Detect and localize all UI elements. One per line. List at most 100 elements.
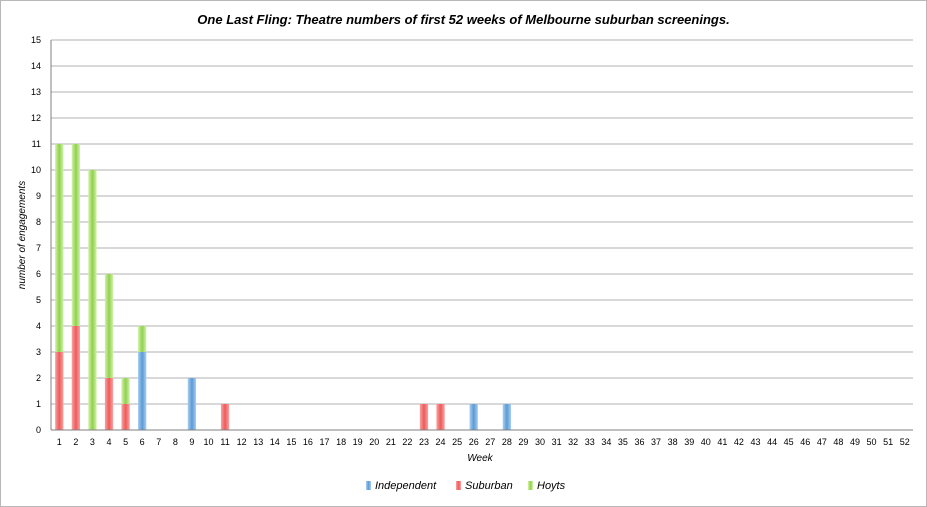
x-tick-label: 50 bbox=[867, 437, 877, 447]
x-tick-label: 2 bbox=[73, 437, 78, 447]
y-tick-label: 1 bbox=[36, 399, 41, 409]
y-tick-label: 9 bbox=[36, 191, 41, 201]
x-tick-label: 39 bbox=[684, 437, 694, 447]
y-tick-label: 4 bbox=[36, 321, 41, 331]
y-tick-label: 8 bbox=[36, 217, 41, 227]
x-tick-label: 18 bbox=[336, 437, 346, 447]
x-tick-label: 3 bbox=[90, 437, 95, 447]
legend-label: Independent bbox=[375, 480, 437, 492]
x-tick-label: 46 bbox=[800, 437, 810, 447]
x-tick-label: 14 bbox=[270, 437, 280, 447]
x-tick-label: 45 bbox=[784, 437, 794, 447]
legend: Independent Suburban Hoyts bbox=[366, 480, 566, 492]
x-tick-label: 6 bbox=[140, 437, 145, 447]
x-tick-label: 27 bbox=[485, 437, 495, 447]
bar-suburban-week-23 bbox=[419, 404, 429, 430]
bar-independent-week-28 bbox=[502, 404, 512, 430]
x-tick-label: 33 bbox=[585, 437, 595, 447]
bar-independent-week-9 bbox=[187, 378, 197, 430]
x-tick-label: 47 bbox=[817, 437, 827, 447]
y-tick-label: 12 bbox=[31, 113, 41, 123]
x-tick-label: 25 bbox=[452, 437, 462, 447]
x-tick-label: 5 bbox=[123, 437, 128, 447]
x-axis-label: Week bbox=[467, 453, 493, 464]
x-tick-label: 41 bbox=[717, 437, 727, 447]
x-tick-label: 44 bbox=[767, 437, 777, 447]
x-tick-label: 21 bbox=[386, 437, 396, 447]
x-tick-label: 20 bbox=[369, 437, 379, 447]
x-tick-label: 15 bbox=[286, 437, 296, 447]
bar-hoyts-week-4 bbox=[104, 274, 114, 378]
x-tick-label: 8 bbox=[173, 437, 178, 447]
bar-suburban-week-5 bbox=[121, 404, 130, 430]
x-tick-label: 48 bbox=[833, 437, 843, 447]
x-tick-label: 11 bbox=[220, 437, 229, 447]
x-tick-label: 22 bbox=[402, 437, 412, 447]
x-tick-label: 16 bbox=[303, 437, 313, 447]
x-tick-label: 42 bbox=[734, 437, 744, 447]
x-tick-label: 30 bbox=[535, 437, 545, 447]
bar-suburban-week-4 bbox=[104, 378, 114, 430]
bar-hoyts-week-1 bbox=[55, 144, 64, 352]
x-tick-label: 24 bbox=[436, 437, 446, 447]
x-tick-label: 17 bbox=[320, 437, 330, 447]
x-tick-label: 19 bbox=[353, 437, 363, 447]
x-tick-label: 37 bbox=[651, 437, 661, 447]
x-tick-label: 23 bbox=[419, 437, 429, 447]
x-tick-label: 38 bbox=[668, 437, 678, 447]
x-tick-label: 32 bbox=[568, 437, 578, 447]
x-tick-label: 7 bbox=[156, 437, 161, 447]
x-tick-label: 51 bbox=[883, 437, 893, 447]
x-tick-label: 29 bbox=[518, 437, 528, 447]
x-tick-label: 10 bbox=[203, 437, 213, 447]
bar-suburban-week-24 bbox=[436, 404, 445, 430]
x-tick-label: 4 bbox=[107, 437, 112, 447]
x-tick-label: 26 bbox=[469, 437, 479, 447]
x-tick-label: 13 bbox=[253, 437, 263, 447]
x-tick-label: 9 bbox=[189, 437, 194, 447]
x-tick-label: 1 bbox=[57, 437, 62, 447]
y-tick-label: 14 bbox=[31, 61, 41, 71]
x-tick-label: 31 bbox=[552, 437, 562, 447]
bar-suburban-week-11 bbox=[220, 404, 230, 430]
x-tick-label: 12 bbox=[237, 437, 247, 447]
bar-suburban-week-2 bbox=[71, 326, 81, 430]
bar-hoyts-week-2 bbox=[71, 144, 81, 326]
x-tick-label: 36 bbox=[634, 437, 644, 447]
y-tick-label: 5 bbox=[36, 295, 41, 305]
y-tick-label: 2 bbox=[36, 373, 41, 383]
x-tick-label: 28 bbox=[502, 437, 512, 447]
x-tick-label: 52 bbox=[900, 437, 910, 447]
y-tick-label: 0 bbox=[36, 425, 41, 435]
x-tick-label: 34 bbox=[601, 437, 611, 447]
y-tick-label: 6 bbox=[36, 269, 41, 279]
x-tick-label: 35 bbox=[618, 437, 628, 447]
legend-swatch bbox=[366, 481, 371, 490]
y-tick-label: 13 bbox=[31, 87, 41, 97]
legend-swatch bbox=[528, 481, 533, 490]
x-tick-label: 40 bbox=[701, 437, 711, 447]
x-tick-label: 49 bbox=[850, 437, 860, 447]
bar-independent-week-26 bbox=[469, 404, 478, 430]
x-tick-label: 43 bbox=[751, 437, 761, 447]
legend-label: Hoyts bbox=[537, 480, 566, 492]
y-tick-label: 7 bbox=[36, 243, 41, 253]
y-tick-label: 15 bbox=[31, 35, 41, 45]
y-tick-label: 3 bbox=[36, 347, 41, 357]
y-axis-label: number of engagements bbox=[17, 181, 28, 289]
y-tick-label: 11 bbox=[32, 139, 41, 149]
y-tick-label: 10 bbox=[31, 165, 41, 175]
legend-label: Suburban bbox=[465, 480, 513, 492]
bar-hoyts-week-6 bbox=[138, 326, 147, 352]
bar-hoyts-week-5 bbox=[121, 378, 130, 404]
bar-hoyts-week-3 bbox=[88, 170, 97, 430]
gridlines bbox=[51, 39, 913, 431]
bar-independent-week-6 bbox=[138, 352, 147, 430]
bars bbox=[55, 144, 512, 430]
chart-title: One Last Fling: Theatre numbers of first… bbox=[197, 12, 730, 27]
legend-swatch bbox=[456, 481, 461, 490]
bar-suburban-week-1 bbox=[55, 352, 64, 430]
